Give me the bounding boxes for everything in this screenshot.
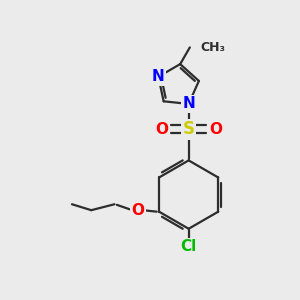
Text: Cl: Cl	[181, 239, 197, 254]
Text: N: N	[182, 96, 195, 111]
Text: O: O	[209, 122, 222, 137]
Text: CH₃: CH₃	[200, 41, 225, 54]
Text: O: O	[155, 122, 168, 137]
Text: O: O	[131, 203, 144, 218]
Text: N: N	[152, 69, 165, 84]
Text: S: S	[183, 120, 195, 138]
